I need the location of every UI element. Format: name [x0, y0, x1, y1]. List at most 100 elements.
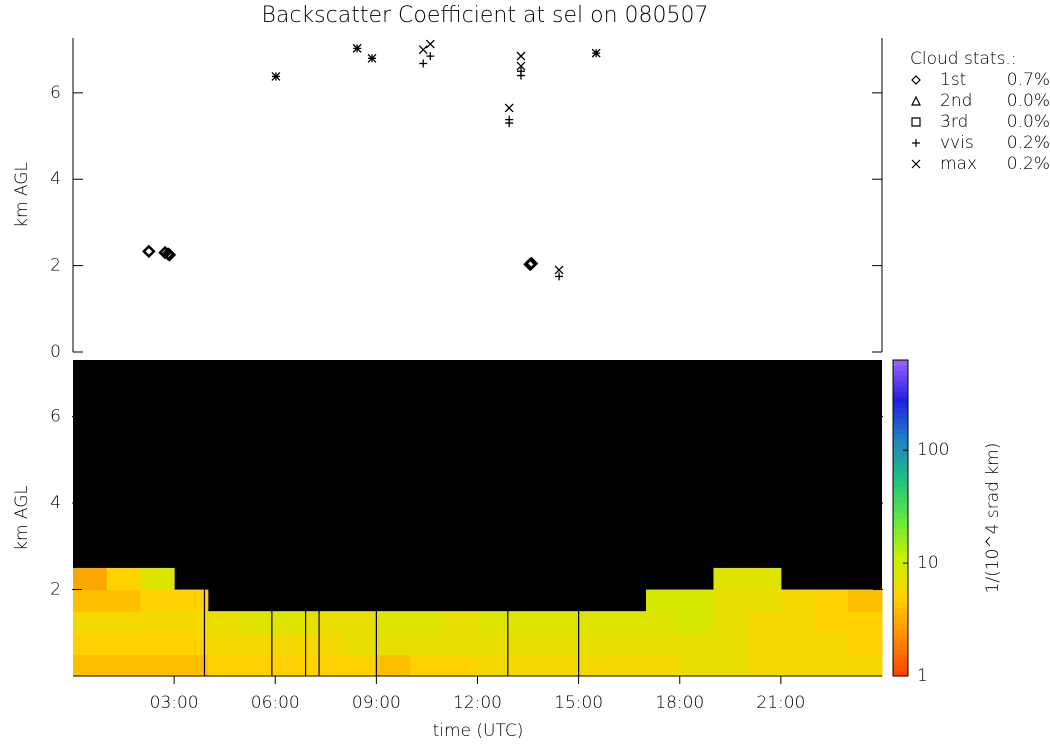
legend-label: 2nd	[940, 91, 972, 111]
heat-cell	[308, 611, 344, 634]
heat-cell	[780, 611, 816, 634]
colorbar-tick-label: 100	[917, 440, 949, 460]
heat-cell	[275, 632, 310, 655]
point	[352, 43, 362, 53]
colorbar-segment	[893, 502, 908, 508]
legend-stat: 0.2%	[1007, 154, 1050, 174]
chart-title: Backscatter Coefficient at sel on 080507	[261, 3, 708, 28]
colorbar-segment	[893, 518, 908, 524]
heat-cell	[275, 654, 310, 677]
heat-cell	[174, 589, 209, 612]
colorbar-segment	[893, 549, 908, 556]
heat-cell	[410, 654, 445, 677]
x-tick-label: 03:00	[150, 693, 199, 713]
heat-cell	[207, 632, 243, 655]
point	[426, 52, 435, 61]
colorbar-segment	[893, 460, 908, 466]
point	[555, 272, 564, 281]
colorbar-segment	[893, 628, 908, 635]
colorbar-segment	[893, 454, 908, 461]
colorbar-segment	[893, 602, 908, 609]
heat-cell	[308, 632, 344, 655]
point	[418, 45, 428, 55]
heat-cell	[275, 611, 310, 634]
heat-cell	[308, 654, 344, 677]
colorbar-segment	[893, 417, 908, 424]
colorbar-segment	[893, 618, 908, 624]
heat-cell	[207, 611, 243, 634]
legend-title: Cloud stats.:	[910, 49, 1017, 69]
colorbar-segment	[893, 654, 908, 661]
legend-symbol	[911, 95, 921, 106]
heat-cell	[511, 611, 546, 634]
heat-cell	[713, 589, 748, 612]
x-tick-label: 12:00	[453, 693, 502, 713]
heat-cell	[544, 654, 580, 677]
y-tick-label: 4	[50, 169, 61, 189]
legend-symbol	[911, 117, 921, 127]
point	[554, 265, 564, 275]
legend-label: max	[940, 154, 977, 174]
colorbar-segment	[893, 575, 908, 582]
colorbar-segment	[893, 660, 908, 666]
heat-cell	[73, 567, 108, 591]
point	[516, 67, 525, 76]
heat-cell	[174, 654, 209, 677]
heat-cell	[477, 611, 512, 634]
heat-cell	[140, 611, 175, 634]
colorbar-segment	[893, 391, 908, 398]
heat-cell	[544, 632, 580, 655]
colorbar-segment	[893, 470, 908, 477]
y-axis-label: km AGL	[12, 485, 32, 551]
heat-cell	[106, 611, 141, 634]
y-tick-label: 0	[50, 342, 61, 362]
heat-cell	[814, 589, 849, 612]
heat-cell	[679, 654, 714, 677]
heat-cell	[679, 611, 714, 634]
legend-symbol	[911, 75, 921, 85]
heat-cell	[814, 632, 849, 655]
heat-cell	[646, 589, 681, 612]
heat-cell	[511, 654, 546, 677]
heat-cell	[679, 632, 714, 655]
heat-cell	[612, 654, 647, 677]
colorbar-segment	[893, 586, 908, 593]
point	[504, 103, 514, 113]
heat-cell	[241, 654, 276, 677]
point	[591, 48, 601, 58]
colorbar-segment	[893, 639, 908, 645]
legend-symbol	[911, 159, 921, 169]
legend-label: vvis	[940, 133, 974, 153]
heat-cell	[410, 611, 445, 634]
colorbar-segment	[893, 396, 908, 403]
colorbar-tick-label: 1	[917, 666, 928, 686]
colorbar-segment	[893, 607, 908, 614]
x-tick-label: 09:00	[352, 693, 401, 713]
x-tick-label: 18:00	[655, 693, 704, 713]
heat-cell	[140, 589, 175, 612]
colorbar-segment	[893, 560, 908, 566]
colorbar-segment	[893, 491, 908, 498]
heat-cell	[106, 589, 141, 612]
colorbar-segment	[893, 623, 908, 630]
heat-cell	[443, 632, 478, 655]
colorbar-label: 1/(10^4 srad km)	[983, 443, 1003, 594]
heat-cell	[477, 632, 512, 655]
point	[505, 115, 514, 124]
heat-cell	[140, 632, 175, 655]
heat-cell	[376, 632, 411, 655]
heat-cell	[713, 611, 748, 634]
heat-cell	[511, 632, 546, 655]
x-tick-label: 15:00	[554, 693, 603, 713]
heat-cell	[747, 611, 782, 634]
colorbar-segment	[893, 554, 908, 561]
heat-cell	[814, 654, 849, 677]
colorbar-segment	[893, 412, 908, 419]
colorbar-segment	[893, 649, 908, 656]
colorbar-tick-label: 10	[917, 553, 939, 573]
y-tick-label: 6	[50, 407, 61, 427]
colorbar-segment	[893, 528, 908, 535]
heat-cell	[646, 611, 681, 634]
